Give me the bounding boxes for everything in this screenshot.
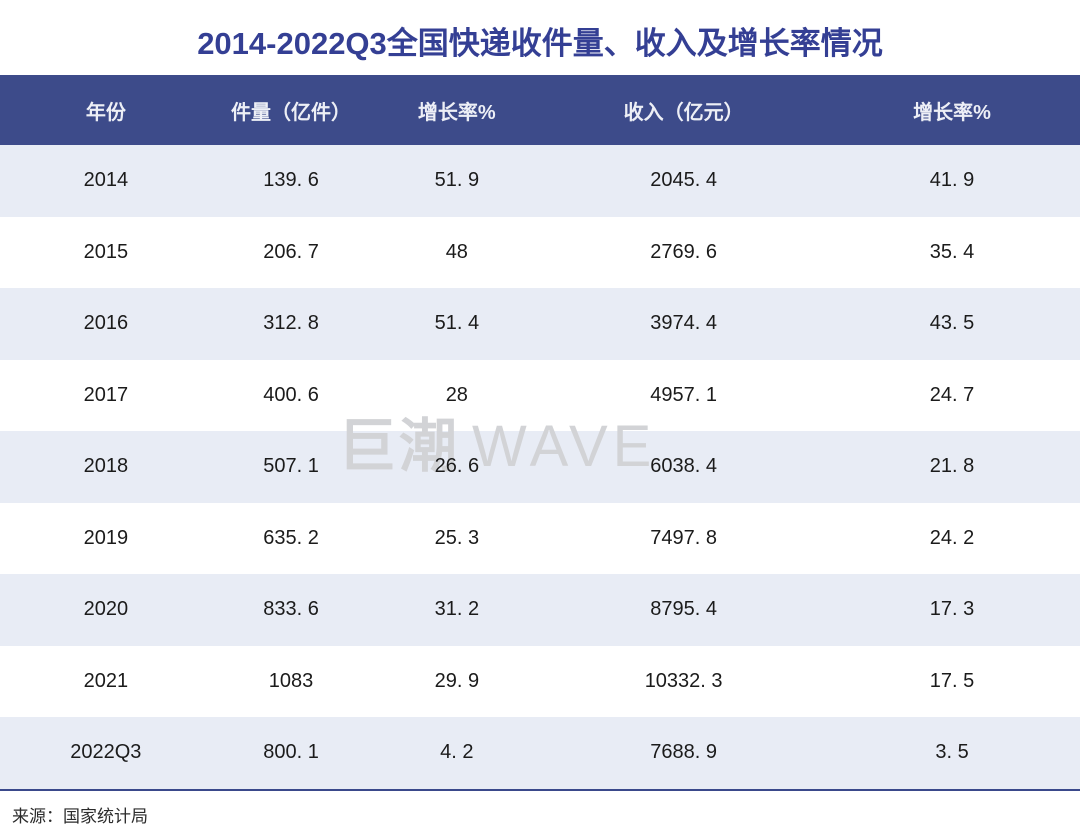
col-header-revenue-growth: 增长率% [824,75,1080,145]
table-cell: 1083 [211,645,371,717]
table-cell: 2016 [0,288,212,360]
page-title: 2014-2022Q3全国快递收件量、收入及增长率情况 [197,26,883,61]
table-cell: 43. 5 [824,288,1080,360]
table-cell: 25. 3 [370,502,544,574]
table-cell: 2014 [0,145,212,217]
table-cell: 2022Q3 [0,717,212,790]
table-header: 年份 件量（亿件） 增长率% 收入（亿元） 增长率% [0,75,1080,145]
table-cell: 2020 [0,574,212,646]
table-row: 2022Q3 800. 1 4. 2 7688. 9 3. 5 [0,717,1080,790]
table-row: 2015 206. 7 48 2769. 6 35. 4 [0,216,1080,288]
table-cell: 21. 8 [824,431,1080,503]
table-cell: 24. 7 [824,359,1080,431]
table-cell: 6038. 4 [543,431,825,503]
table-cell: 2015 [0,216,212,288]
table-cell: 35. 4 [824,216,1080,288]
table-cell: 2017 [0,359,212,431]
table-cell: 635. 2 [211,502,371,574]
table-cell: 400. 6 [211,359,371,431]
table-cell: 41. 9 [824,145,1080,217]
table-cell: 3. 5 [824,717,1080,790]
table-header-row: 年份 件量（亿件） 增长率% 收入（亿元） 增长率% [0,75,1080,145]
express-delivery-table: 年份 件量（亿件） 增长率% 收入（亿元） 增长率% 2014 139. 6 51.… [0,75,1080,791]
table-cell: 2769. 6 [543,216,825,288]
table-cell: 800. 1 [211,717,371,790]
table-cell: 833. 6 [211,574,371,646]
table-cell: 8795. 4 [543,574,825,646]
table-cell: 29. 9 [370,645,544,717]
table-cell: 31. 2 [370,574,544,646]
table-cell: 10332. 3 [543,645,825,717]
table-cell: 2045. 4 [543,145,825,217]
table-row: 2014 139. 6 51. 9 2045. 4 41. 9 [0,145,1080,217]
table-cell: 17. 5 [824,645,1080,717]
table-cell: 2019 [0,502,212,574]
table-cell: 24. 2 [824,502,1080,574]
table-cell: 206. 7 [211,216,371,288]
col-header-volume-growth: 增长率% [370,75,544,145]
table-row: 2021 1083 29. 9 10332. 3 17. 5 [0,645,1080,717]
table-row: 2019 635. 2 25. 3 7497. 8 24. 2 [0,502,1080,574]
table-cell: 7688. 9 [543,717,825,790]
table-cell: 17. 3 [824,574,1080,646]
table-cell: 507. 1 [211,431,371,503]
table-cell: 51. 4 [370,288,544,360]
table-cell: 7497. 8 [543,502,825,574]
table-cell: 26. 6 [370,431,544,503]
table-cell: 4. 2 [370,717,544,790]
table-cell: 51. 9 [370,145,544,217]
table-body: 2014 139. 6 51. 9 2045. 4 41. 9 2015 206. 7 48 2… [0,145,1080,790]
col-header-year: 年份 [0,75,212,145]
table-cell: 139. 6 [211,145,371,217]
col-header-revenue: 收入（亿元） [543,75,825,145]
table-cell: 312. 8 [211,288,371,360]
table-cell: 3974. 4 [543,288,825,360]
table-cell: 28 [370,359,544,431]
table-cell: 4957. 1 [543,359,825,431]
table-row: 2017 400. 6 28 4957. 1 24. 7 [0,359,1080,431]
table-row: 2020 833. 6 31. 2 8795. 4 17. 3 [0,574,1080,646]
table-cell: 2018 [0,431,212,503]
table-row: 2016 312. 8 51. 4 3974. 4 43. 5 [0,288,1080,360]
col-header-volume: 件量（亿件） [211,75,371,145]
source-text: 来源：国家统计局 [12,806,148,826]
table-row: 2018 507. 1 26. 6 6038. 4 21. 8 [0,431,1080,503]
table-cell: 48 [370,216,544,288]
table-cell: 2021 [0,645,212,717]
